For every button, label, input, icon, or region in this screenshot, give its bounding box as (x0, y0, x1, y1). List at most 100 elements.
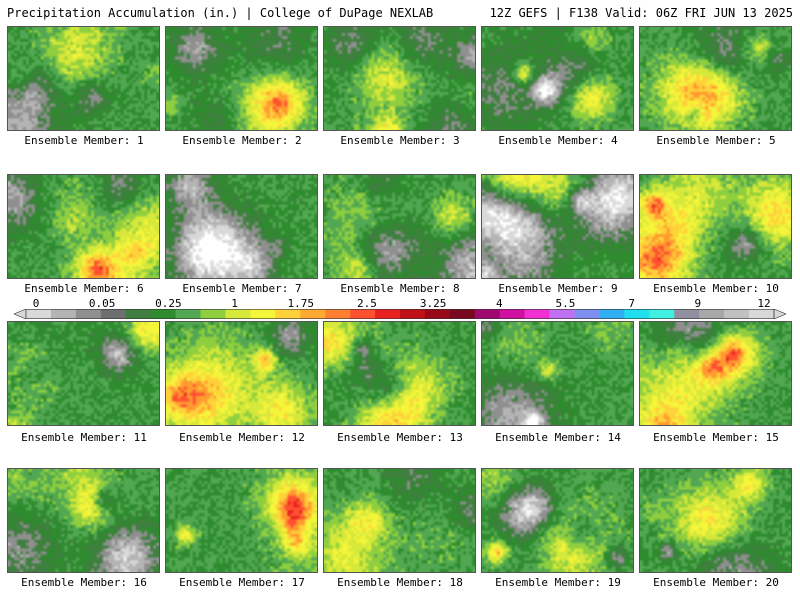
ensemble-member-label: Ensemble Member: 1 (24, 134, 144, 147)
ensemble-member-label: Ensemble Member: 8 (340, 282, 460, 295)
precipitation-field (482, 322, 633, 425)
colorbar-tick-label: 0.25 (155, 297, 182, 310)
ensemble-member-map (165, 468, 318, 573)
precipitation-field (640, 27, 791, 130)
ensemble-member-label: Ensemble Member: 19 (495, 576, 621, 589)
colorbar-swatch (549, 309, 575, 319)
precipitation-field (482, 469, 633, 572)
colorbar-swatch (624, 309, 650, 319)
colorbar-swatch (449, 309, 476, 319)
ensemble-member-label: Ensemble Member: 2 (182, 134, 302, 147)
precipitation-field (324, 175, 475, 278)
colorbar-swatch (424, 309, 451, 319)
precipitation-field (8, 322, 159, 425)
ensemble-member-label: Ensemble Member: 4 (498, 134, 618, 147)
ensemble-member-label: Ensemble Member: 18 (337, 576, 463, 589)
ensemble-member-map (639, 321, 792, 426)
colorbar-swatch (175, 309, 201, 319)
colorbar-swatch (674, 309, 700, 319)
colorbar-tick-label: 5.5 (555, 297, 576, 310)
colorbar-swatch (275, 309, 301, 319)
ensemble-member-map (639, 468, 792, 573)
colorbar-tick-label: 0.05 (88, 297, 116, 310)
colorbar-swatch (250, 309, 276, 319)
colorbar-swatch (350, 309, 376, 319)
precipitation-field (166, 322, 317, 425)
colorbar-tick-label: 0 (32, 297, 40, 310)
precipitation-field (166, 175, 317, 278)
ensemble-member-map (165, 26, 318, 131)
precipitation-field (482, 27, 633, 130)
ensemble-member-map (7, 26, 160, 131)
colorbar-tick-label: 1.75 (287, 297, 314, 310)
ensemble-member-label: Ensemble Member: 12 (179, 431, 305, 444)
colorbar-tick-label: 2.5 (356, 297, 377, 310)
colorbar-border (25, 309, 775, 319)
ensemble-member-map (7, 468, 160, 573)
colorbar-swatch (125, 309, 151, 319)
precipitation-field (640, 469, 791, 572)
colorbar-swatch (724, 309, 750, 319)
ensemble-member-map (481, 174, 634, 279)
colorbar-swatch (200, 309, 226, 319)
ensemble-member-label: Ensemble Member: 20 (653, 576, 779, 589)
colorbar-swatch (699, 309, 725, 319)
precipitation-field (166, 27, 317, 130)
precipitation-field (8, 27, 159, 130)
ensemble-member-map (639, 26, 792, 131)
ensemble-member-map (639, 174, 792, 279)
ensemble-member-map (323, 26, 476, 131)
precipitation-field (8, 175, 159, 278)
ensemble-member-map (7, 174, 160, 279)
colorbar-swatch (75, 309, 102, 319)
colorbar-swatch (574, 309, 600, 319)
ensemble-member-label: Ensemble Member: 15 (653, 431, 779, 444)
colorbar-max-arrow (773, 309, 786, 319)
colorbar-swatch (150, 309, 176, 319)
colorbar-swatch (100, 309, 127, 319)
ensemble-member-map (481, 26, 634, 131)
colorbar-swatch (300, 309, 326, 319)
colorbar-swatch (749, 309, 775, 319)
colorbar-swatch (225, 309, 251, 319)
model-valid-time: 12Z GEFS | F138 Valid: 06Z FRI JUN 13 20… (489, 6, 793, 20)
ensemble-member-label: Ensemble Member: 6 (24, 282, 144, 295)
map-title: Precipitation Accumulation (in.) | Colle… (7, 6, 434, 20)
ensemble-member-map (323, 468, 476, 573)
ensemble-member-label: Ensemble Member: 3 (340, 134, 460, 147)
ensemble-member-map (323, 321, 476, 426)
precipitation-field (482, 175, 633, 278)
ensemble-member-label: Ensemble Member: 13 (337, 431, 463, 444)
ensemble-member-label: Ensemble Member: 10 (653, 282, 779, 295)
colorbar-tick-label: 1 (231, 297, 238, 310)
ensemble-member-map (481, 321, 634, 426)
precipitation-field (640, 175, 791, 278)
colorbar-tick-label: 3.25 (419, 297, 447, 310)
colorbar-tick-label: 12 (757, 297, 771, 310)
colorbar-swatch (599, 309, 625, 319)
ensemble-member-label: Ensemble Member: 17 (179, 576, 305, 589)
precipitation-field (8, 469, 159, 572)
ensemble-member-label: Ensemble Member: 7 (182, 282, 302, 295)
colorbar-swatch (474, 309, 501, 319)
ensemble-member-label: Ensemble Member: 5 (656, 134, 776, 147)
colorbar-swatch (400, 309, 426, 319)
ensemble-member-map (165, 321, 318, 426)
precipitation-field (324, 469, 475, 572)
precipitation-field (324, 322, 475, 425)
colorbar-tick-label: 4 (495, 297, 503, 310)
precipitation-colorbar (14, 309, 786, 319)
ensemble-member-label: Ensemble Member: 9 (498, 282, 618, 295)
ensemble-member-map (165, 174, 318, 279)
precipitation-field (324, 27, 475, 130)
colorbar-swatch (375, 309, 401, 319)
ensemble-member-map (481, 468, 634, 573)
ensemble-member-label: Ensemble Member: 11 (21, 431, 147, 444)
ensemble-member-map (7, 321, 160, 426)
colorbar-swatch (26, 309, 52, 319)
ensemble-member-map (323, 174, 476, 279)
colorbar-swatch (499, 309, 525, 319)
ensemble-member-label: Ensemble Member: 14 (495, 431, 621, 444)
colorbar-swatch (325, 309, 351, 319)
colorbar-swatch (50, 309, 77, 319)
